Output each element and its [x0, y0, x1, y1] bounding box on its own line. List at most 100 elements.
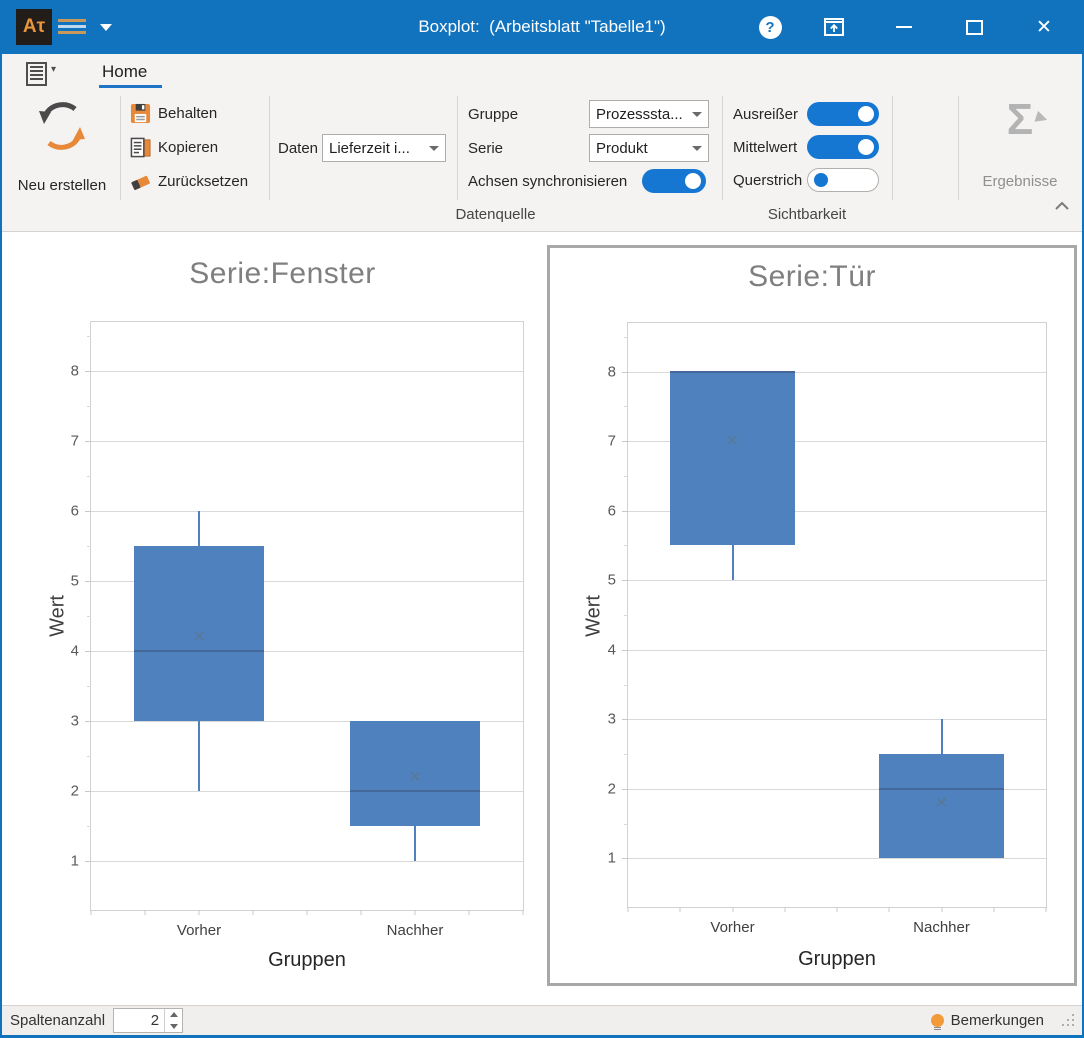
collapse-window-icon — [824, 18, 844, 36]
status-bar: Spaltenanzahl 2 Bemerkungen — [2, 1005, 1082, 1035]
daten-label: Daten — [278, 140, 319, 157]
chart-panel-tuer[interactable]: Serie:Tür Wert 1 2 3 4 5 6 7 8 ✕ Vorher ✕ Nachher G… — [547, 245, 1077, 986]
gridline — [628, 788, 1046, 790]
ribbon-divider — [892, 96, 893, 200]
minimize-button[interactable] — [884, 0, 924, 54]
gridline — [91, 651, 523, 652]
spaltenanzahl-spinner[interactable]: 2 — [113, 1008, 184, 1033]
chart-panel-fenster[interactable]: Serie:Fenster Wert 1 2 3 4 5 6 7 8 ✕ Vorher ✕ Nachh… — [22, 245, 543, 986]
hamburger-menu-icon[interactable] — [58, 19, 86, 35]
achsen-synchronisieren-label: Achsen synchronisieren — [468, 173, 628, 190]
y-tick-label: 6 — [607, 502, 616, 520]
boxplot-box-vorher[interactable] — [669, 371, 796, 546]
mittelwert-toggle[interactable] — [807, 135, 879, 159]
toggle-knob — [858, 106, 874, 122]
y-tick-mark — [622, 441, 628, 443]
y-tick-label: 5 — [607, 571, 616, 589]
y-tick-label: 7 — [607, 432, 616, 450]
y-tick-mark — [622, 858, 628, 860]
tab-home[interactable]: Home — [102, 62, 148, 81]
maximize-button[interactable] — [954, 0, 994, 54]
y-tick-label: 2 — [607, 780, 616, 798]
ergebnisse-button[interactable]: Σ ▶ Ergebnisse — [962, 94, 1078, 204]
x-axis-title: Gruppen — [798, 948, 876, 970]
close-icon: ✕ — [1036, 16, 1052, 38]
chevron-down-icon — [429, 145, 439, 151]
help-button[interactable]: ? — [750, 0, 790, 54]
x-category-label: Nachher — [386, 922, 444, 939]
y-tick-label: 1 — [70, 852, 79, 870]
gridline — [628, 719, 1046, 721]
y-tick-label: 8 — [70, 362, 79, 380]
zuruecksetzen-button[interactable]: Zurücksetzen — [130, 167, 268, 195]
gruppe-dropdown[interactable]: Prozesssta... — [589, 100, 709, 128]
ribbon-divider — [722, 96, 723, 200]
spaltenanzahl-label: Spaltenanzahl — [10, 1012, 106, 1029]
refresh-icon — [39, 102, 85, 150]
gridline — [628, 371, 1046, 373]
boxplot-box-nachher[interactable] — [350, 721, 480, 826]
y-minor-tick-mark — [87, 616, 91, 617]
y-minor-tick-mark — [624, 336, 628, 338]
daten-dropdown[interactable]: Lieferzeit i... — [322, 134, 446, 162]
file-menu-button[interactable]: ▾ — [26, 62, 62, 88]
y-minor-tick-mark — [624, 406, 628, 408]
x-tick-mark — [1045, 907, 1047, 912]
boxplot-median-line — [134, 650, 264, 652]
zuruecksetzen-label: Zurücksetzen — [158, 172, 249, 190]
y-tick-label: 6 — [70, 502, 79, 520]
ausreisser-toggle[interactable] — [807, 102, 879, 126]
gridline — [91, 440, 523, 442]
boxplot-box-vorher[interactable] — [134, 546, 264, 721]
y-minor-tick-mark — [624, 545, 628, 547]
behalten-button[interactable]: Behalten — [130, 99, 268, 127]
resize-grip[interactable] — [1062, 1013, 1076, 1028]
y-tick-mark — [85, 861, 91, 862]
y-tick-mark — [622, 371, 628, 373]
gridline — [628, 858, 1046, 860]
ribbon-collapse-button[interactable] — [1054, 198, 1078, 218]
maximize-icon — [965, 19, 983, 35]
toggle-knob — [814, 173, 828, 187]
collapse-window-button[interactable] — [814, 0, 854, 54]
eraser-icon — [131, 175, 150, 190]
close-button[interactable]: ✕ — [1024, 0, 1064, 54]
x-tick-mark — [198, 910, 200, 915]
x-tick-mark — [522, 910, 524, 915]
y-axis-title: Wert — [582, 595, 605, 637]
y-minor-tick-mark — [87, 476, 91, 477]
y-minor-tick-mark — [624, 823, 628, 825]
menu-dropdown-caret-icon[interactable] — [100, 24, 112, 31]
boxplot-box-nachher[interactable] — [878, 754, 1005, 859]
y-tick-mark — [622, 788, 628, 790]
gridline — [91, 721, 523, 722]
gruppe-label: Gruppe — [468, 106, 519, 123]
kopieren-button[interactable]: Kopieren — [130, 133, 268, 161]
y-tick-label: 4 — [607, 641, 616, 659]
neu-erstellen-button[interactable]: Neu erstellen — [8, 94, 116, 204]
gridline — [628, 510, 1046, 512]
spinner-up-button[interactable] — [165, 1009, 182, 1021]
title-bar: Aτ Boxplot: (Arbeitsblatt "Tabelle1") ? … — [2, 0, 1082, 54]
serie-dropdown[interactable]: Produkt — [589, 134, 709, 162]
chevron-down-icon — [692, 145, 702, 151]
app-logo-icon[interactable]: Aτ — [16, 9, 52, 45]
bemerkungen-button[interactable]: Bemerkungen — [950, 1012, 1044, 1029]
achsen-synchronisieren-toggle[interactable] — [642, 169, 706, 193]
y-tick-mark — [85, 371, 91, 372]
chevron-down-icon: ▾ — [51, 64, 57, 75]
querstrich-toggle[interactable] — [807, 168, 879, 192]
save-icon — [130, 103, 151, 123]
x-tick-mark — [732, 907, 733, 912]
neu-erstellen-label: Neu erstellen — [17, 177, 107, 194]
sigma-icon: Σ ▶ — [1007, 96, 1050, 144]
chart-title: Serie:Fenster — [189, 257, 376, 290]
y-tick-mark — [85, 440, 91, 442]
spaltenanzahl-value[interactable]: 2 — [150, 1012, 160, 1029]
spinner-down-button[interactable] — [165, 1021, 182, 1033]
boxplot-mean-marker: ✕ — [408, 769, 422, 786]
x-category-label: Vorher — [176, 922, 222, 939]
boxplot-mean-marker: ✕ — [192, 629, 206, 646]
y-tick-mark — [622, 719, 628, 721]
y-minor-tick-mark — [87, 686, 91, 687]
